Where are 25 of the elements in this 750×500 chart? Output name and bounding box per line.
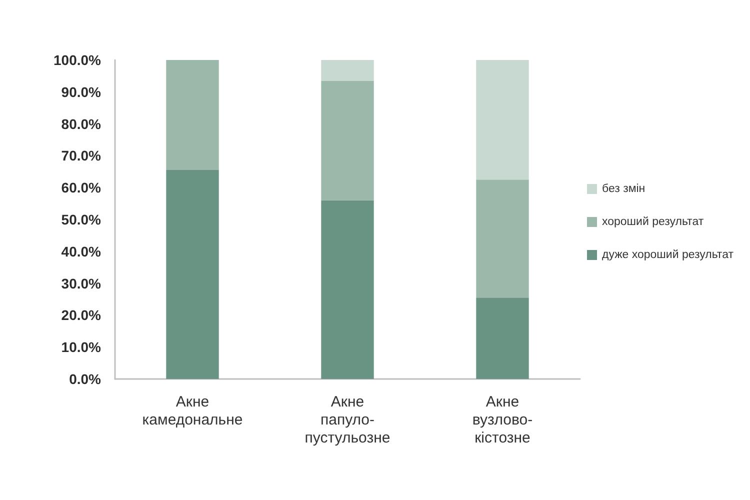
bar: [166, 60, 219, 170]
y-tick-label: 20.0%: [61, 307, 102, 324]
y-tick-label: 50.0%: [61, 212, 102, 228]
bar: [321, 200, 374, 379]
y-tick-label: 60.0%: [61, 180, 102, 196]
legend-label: дуже хороший результат: [602, 249, 734, 261]
y-tick-label: 10.0%: [61, 339, 102, 356]
bar: [476, 298, 529, 379]
y-tick-label: 40.0%: [61, 243, 102, 260]
legend-label: без змін: [602, 183, 646, 195]
bar: [166, 170, 219, 379]
bar: [476, 180, 529, 298]
legend-label: хороший результат: [602, 216, 704, 228]
x-tick-label: Акне вузлово-кістозне: [472, 394, 533, 446]
y-tick-label: 80.0%: [61, 116, 102, 132]
x-tick-label: Акне камедональне: [142, 394, 243, 428]
y-tick-label: 70.0%: [61, 148, 102, 164]
x-tick-label: Акне папуло-пустульозне: [304, 394, 390, 446]
y-tick-label: 100.0%: [54, 52, 102, 68]
y-tick-label: 0.0%: [69, 371, 102, 387]
y-tick-label: 30.0%: [61, 275, 102, 292]
y-tick-label: 90.0%: [61, 84, 102, 100]
bar: [321, 80, 374, 200]
bar: [321, 60, 374, 81]
bar: [476, 60, 529, 180]
